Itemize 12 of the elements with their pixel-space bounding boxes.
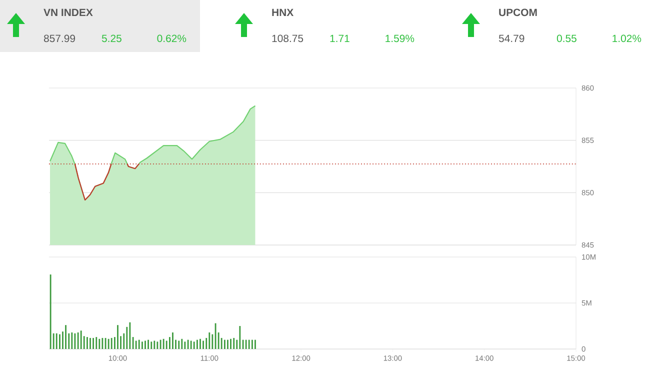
text: VN INDEX [44, 8, 93, 16]
text: 1.59% [386, 34, 414, 42]
text: 857.99 [44, 34, 76, 42]
text: 5.25 [102, 34, 122, 42]
text: 108.75 [272, 34, 304, 42]
text: 54.79 [498, 34, 524, 42]
text: 0.62% [157, 34, 186, 42]
text: 1.02% [612, 34, 642, 42]
text: 0.55 [556, 34, 576, 42]
text: UPCOM [499, 8, 537, 16]
text: HNX [272, 8, 294, 16]
text: 1.71 [330, 34, 350, 42]
